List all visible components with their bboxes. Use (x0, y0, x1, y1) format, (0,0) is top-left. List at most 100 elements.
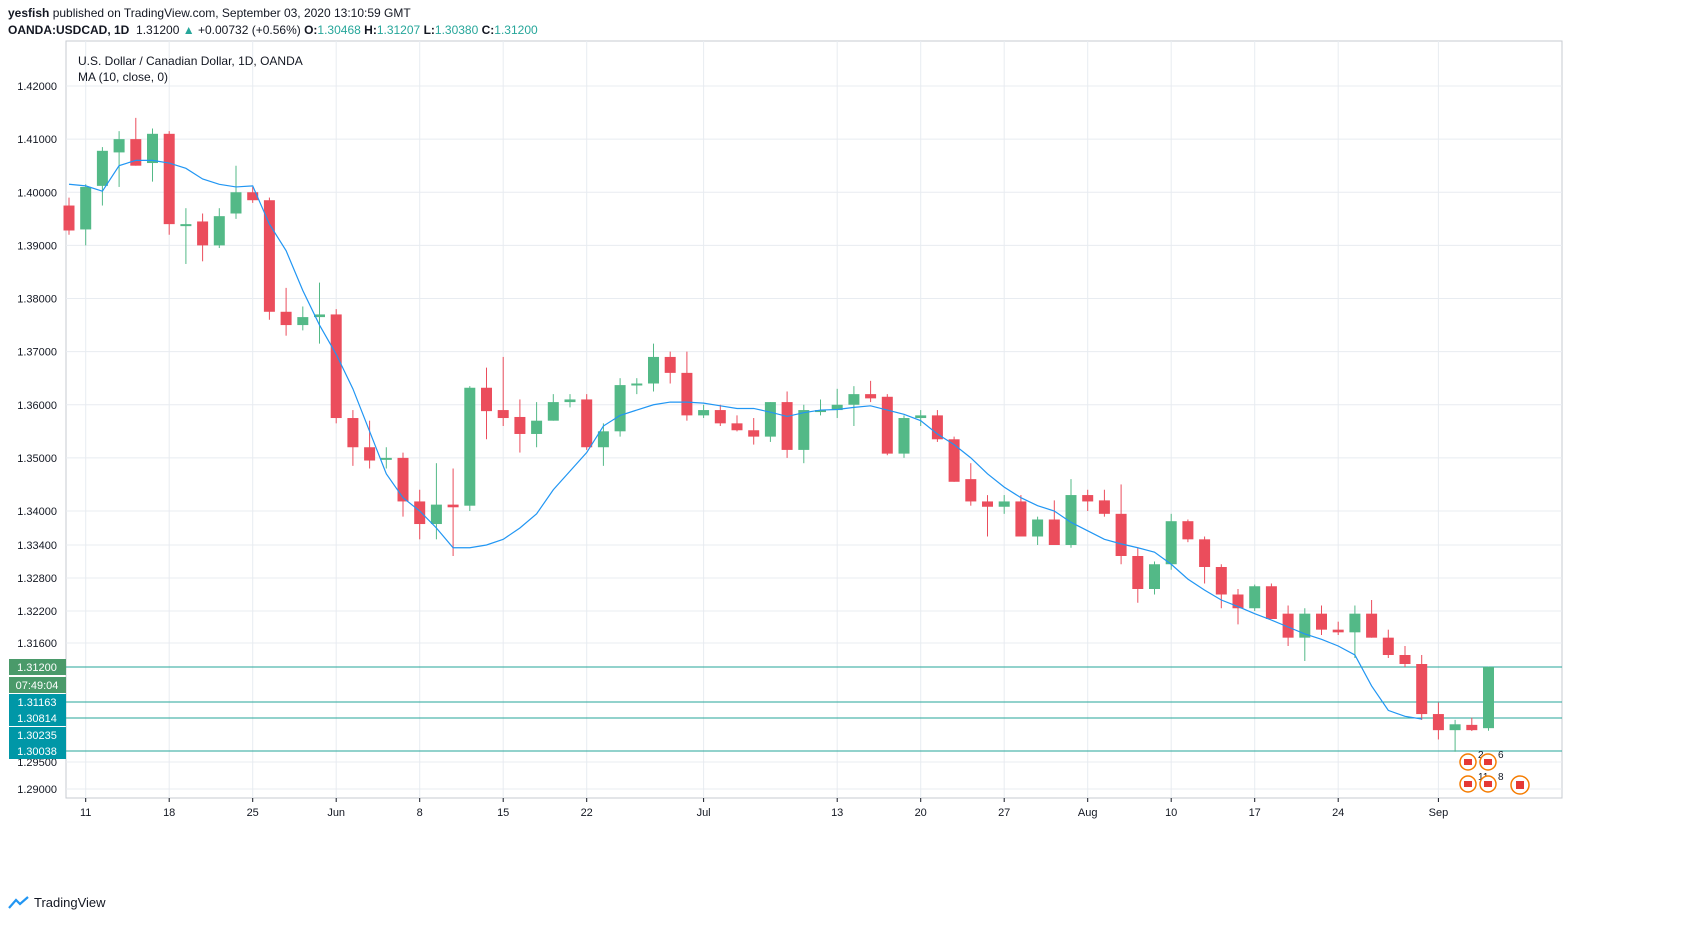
x-tick-label: 10 (1165, 807, 1177, 819)
footer-brand[interactable]: TradingView (8, 895, 106, 910)
price-tag (9, 677, 66, 693)
candle-down (965, 479, 977, 502)
candle-down (130, 139, 142, 166)
candle-up (531, 420, 543, 434)
high-value: 1.31207 (376, 23, 421, 37)
flag-mark-icon (1484, 759, 1492, 765)
candle-down (1082, 495, 1094, 502)
y-tick-label: 1.37000 (17, 347, 57, 359)
candle-down (1432, 714, 1444, 731)
y-tick-label: 1.38000 (17, 294, 57, 306)
x-tick-label: 24 (1332, 807, 1344, 819)
candle-down (1232, 594, 1244, 609)
publisher-name[interactable]: yesfish (8, 6, 50, 20)
candle-up (1449, 724, 1461, 731)
x-tick-label: 8 (417, 807, 423, 819)
x-tick-label: Sep (1429, 807, 1449, 819)
x-tick-label: 20 (915, 807, 927, 819)
candle-down (714, 410, 726, 424)
x-tick-label: 17 (1249, 807, 1261, 819)
price-tag-label: 1.31200 (17, 662, 57, 674)
candle-down (1466, 724, 1478, 731)
candle-up (1349, 613, 1361, 633)
candle-up (1165, 521, 1177, 565)
candle-down (1382, 637, 1394, 655)
candle-up (1299, 613, 1311, 638)
candle-down (163, 133, 175, 225)
candle-down (397, 457, 409, 502)
candle-down (481, 387, 492, 412)
plot-area (65, 40, 1563, 799)
candle-up (113, 139, 125, 153)
candle-down (247, 192, 259, 201)
y-tick-label: 1.29000 (17, 784, 57, 796)
y-tick-label: 1.39000 (17, 240, 57, 252)
y-tick-label: 1.31600 (17, 638, 57, 650)
price-change: +0.00732 (+0.56%) (197, 23, 301, 37)
y-tick-label: 1.32800 (17, 573, 57, 585)
series-title[interactable]: U.S. Dollar / Canadian Dollar, 1D, OANDA (78, 54, 303, 68)
y-tick-label: 1.35000 (17, 453, 57, 465)
candle-down (1048, 519, 1060, 545)
brand-label: TradingView (34, 895, 106, 910)
symbol-name[interactable]: OANDA:USDCAD, 1D (8, 23, 130, 37)
candle-down (1416, 664, 1428, 715)
x-tick-label: Jul (697, 807, 711, 819)
candle-up (915, 415, 927, 419)
candle-down (865, 394, 877, 399)
candle-up (297, 317, 309, 326)
x-tick-label: Aug (1078, 807, 1098, 819)
flag-mark-icon (1516, 781, 1524, 789)
price-tag-label: 1.30038 (17, 746, 57, 758)
price-tag (9, 710, 66, 726)
candle-up (798, 410, 810, 450)
candle-up (648, 356, 659, 384)
y-tick-label: 1.29500 (17, 757, 57, 769)
high-label: H: (364, 23, 377, 37)
publisher-line: yesfish published on TradingView.com, Se… (8, 6, 411, 20)
event-count-label: 6 (1498, 750, 1504, 761)
candle-up (1483, 667, 1494, 729)
x-tick-label: 15 (497, 807, 509, 819)
candle-down (197, 221, 209, 246)
candle-up (631, 383, 643, 386)
candle-up (764, 402, 776, 437)
candle-down (1015, 501, 1027, 537)
candle-down (982, 501, 993, 507)
candle-down (931, 415, 943, 440)
candle-down (1316, 613, 1327, 630)
candle-down (681, 372, 693, 416)
candle-up (547, 402, 559, 421)
candle-down (1265, 586, 1277, 619)
candle-down (731, 423, 743, 431)
ma-indicator-label[interactable]: MA (10, close, 0) (78, 70, 169, 84)
x-tick-label: Jun (327, 807, 345, 819)
candle-up (815, 410, 826, 413)
low-label: L: (423, 23, 435, 37)
up-arrow-icon: ▲ (182, 23, 195, 37)
price-tag (9, 659, 66, 675)
candle-up (380, 457, 392, 460)
y-tick-label: 1.32200 (17, 606, 57, 618)
candle-up (698, 410, 710, 416)
event-count-label: 2 (1478, 750, 1484, 761)
candle-up (1065, 495, 1077, 545)
candle-down (1332, 629, 1344, 633)
candle-down (1282, 613, 1294, 638)
candle-up (898, 418, 910, 454)
candle-down (781, 402, 793, 450)
candle-up (564, 399, 576, 403)
candle-up (430, 504, 442, 525)
open-value: 1.30468 (317, 23, 361, 37)
candle-up (1249, 586, 1261, 609)
candle-down (881, 396, 893, 454)
y-tick-label: 1.36000 (17, 400, 57, 412)
candle-down (63, 205, 75, 231)
flag-mark-icon (1464, 759, 1472, 765)
candle-up (80, 186, 92, 230)
candle-up (314, 314, 325, 318)
candle-down (280, 311, 292, 326)
candle-down (364, 447, 376, 461)
candle-up (147, 133, 158, 164)
